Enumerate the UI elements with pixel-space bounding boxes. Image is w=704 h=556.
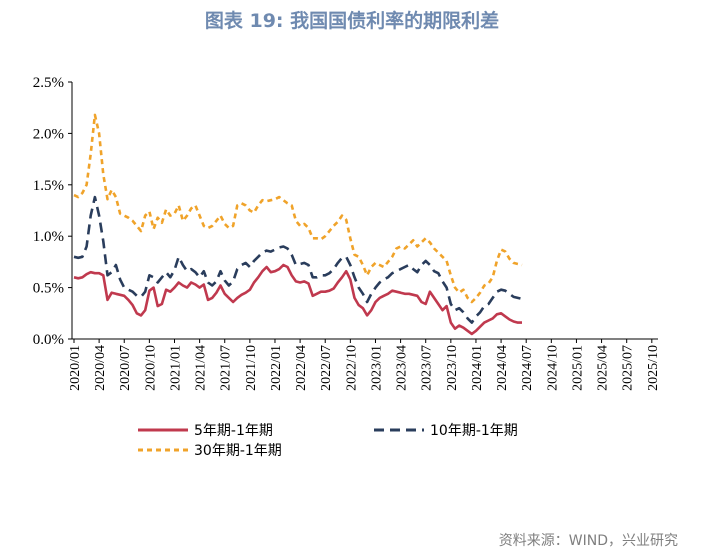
source-note: 资料来源：WIND，兴业研究 xyxy=(498,533,678,549)
y-tick-label: 2.5% xyxy=(33,75,64,91)
legend-swatch-30y xyxy=(138,448,188,452)
x-tick-label: 2024/10 xyxy=(545,345,560,391)
legend-label-10y: 10年期-1年期 xyxy=(430,423,518,439)
x-tick-label: 2021/01 xyxy=(168,345,183,391)
x-tick-label: 2023/07 xyxy=(420,345,435,391)
x-tick-label: 2024/04 xyxy=(495,345,510,391)
x-tick-label: 2020/07 xyxy=(118,345,133,391)
x-tick-label: 2023/04 xyxy=(395,345,410,391)
y-tick-label: 1.0% xyxy=(33,229,64,245)
legend-item-30y: 30年期-1年期 xyxy=(138,440,282,460)
y-tick-label: 0.0% xyxy=(33,332,64,348)
x-tick-label: 2024/07 xyxy=(520,345,535,391)
legend-item-5y: 5年期-1年期 xyxy=(138,420,273,440)
x-tick-label: 2025/01 xyxy=(570,345,585,391)
y-tick-label: 2.0% xyxy=(33,126,64,142)
x-tick-label: 2025/04 xyxy=(596,345,611,391)
y-tick-label: 1.5% xyxy=(33,178,64,194)
x-tick-label: 2022/10 xyxy=(344,345,359,391)
x-tick-label: 2022/01 xyxy=(269,345,284,391)
x-tick-label: 2024/01 xyxy=(470,345,485,391)
x-tick-label: 2022/07 xyxy=(319,345,334,391)
series-line-1 xyxy=(73,195,523,324)
x-tick-label: 2023/01 xyxy=(369,345,384,391)
series-line-2 xyxy=(73,113,523,304)
chart-title: 图表 19: 我国国债利率的期限利差 xyxy=(204,10,500,32)
y-tick-label: 0.5% xyxy=(33,281,64,297)
legend-item-10y: 10年期-1年期 xyxy=(374,420,518,440)
x-tick-label: 2025/10 xyxy=(646,345,661,391)
legend-label-5y: 5年期-1年期 xyxy=(194,423,273,439)
x-tick-label: 2020/10 xyxy=(143,345,158,391)
x-tick-label: 2025/07 xyxy=(621,345,636,391)
legend-swatch-10y xyxy=(374,428,424,432)
series-line-0 xyxy=(73,263,522,336)
x-tick-label: 2020/04 xyxy=(93,345,108,391)
legend-swatch-5y xyxy=(138,428,188,432)
legend-label-30y: 30年期-1年期 xyxy=(194,443,282,459)
x-tick-label: 2023/10 xyxy=(445,345,460,391)
x-tick-label: 2020/01 xyxy=(68,345,83,391)
x-tick-label: 2021/07 xyxy=(219,345,234,391)
x-tick-label: 2021/04 xyxy=(194,345,209,391)
x-tick-label: 2021/10 xyxy=(244,345,259,391)
x-tick-label: 2022/04 xyxy=(294,345,309,391)
